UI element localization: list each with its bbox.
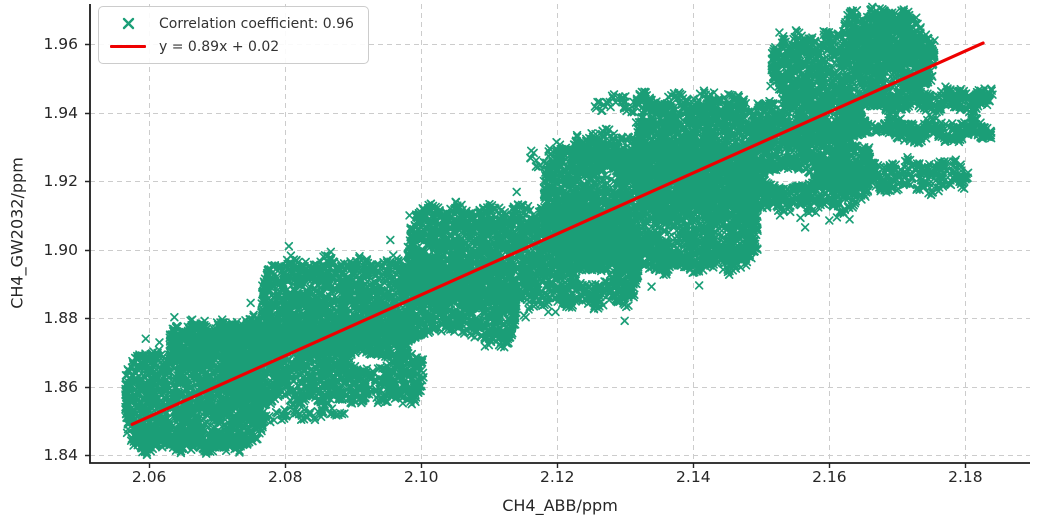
x-tick-label: 2.08: [267, 468, 303, 486]
y-tick-label: 1.86: [43, 377, 78, 396]
y-tick-label: 1.92: [43, 172, 78, 191]
y-axis-label: CH4_GW2032/ppm: [7, 157, 27, 309]
legend-item-fit-line: y = 0.89x + 0.02: [105, 35, 354, 58]
legend-label-fit-line: y = 0.89x + 0.02: [159, 38, 280, 55]
y-tick-label: 1.94: [43, 103, 78, 122]
x-tick-label: 2.16: [812, 468, 847, 486]
x-tick-label: 2.06: [131, 468, 167, 486]
y-tick-label: 1.90: [43, 240, 78, 259]
x-axis-label: CH4_ABB/ppm: [502, 496, 618, 515]
x-tick-label: 2.14: [676, 468, 711, 486]
x-marker-icon: [105, 17, 151, 30]
x-tick-label: 2.18: [948, 468, 983, 486]
legend-item-correlation: Correlation coefficient: 0.96: [105, 12, 354, 35]
x-tick-label: 2.12: [540, 468, 575, 486]
y-tick-label: 1.96: [43, 35, 78, 54]
y-tick-label: 1.88: [43, 309, 78, 328]
legend-label-correlation: Correlation coefficient: 0.96: [159, 15, 354, 32]
y-tick-label: 1.84: [43, 446, 78, 465]
legend-box: Correlation coefficient: 0.96 y = 0.89x …: [98, 6, 369, 64]
x-tick-label: 2.10: [403, 468, 439, 486]
fit-line-swatch-icon: [105, 45, 151, 48]
